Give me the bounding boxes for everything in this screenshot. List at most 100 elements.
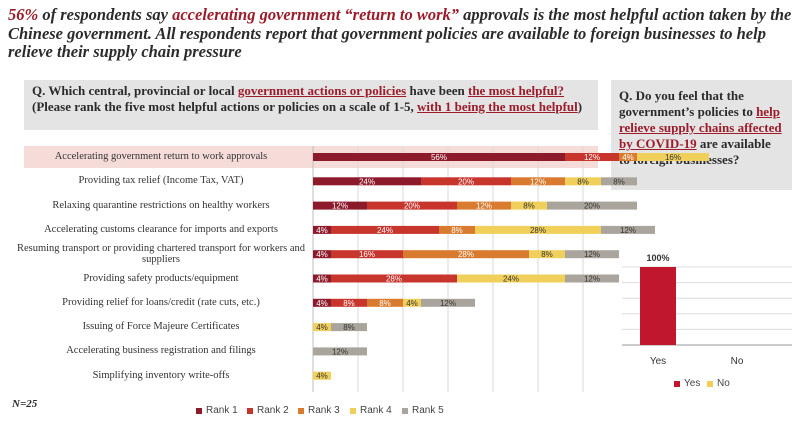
category-label: Providing safety products/equipment bbox=[83, 272, 239, 284]
ranking-question-end: ) bbox=[577, 99, 583, 114]
category-label: Accelerating customs clearance for impor… bbox=[44, 223, 278, 235]
bar-segment bbox=[313, 274, 331, 283]
legend-item: Rank 5 bbox=[402, 405, 444, 416]
headline-highlight: accelerating government “return to work” bbox=[172, 5, 460, 24]
data-label: 12% bbox=[530, 177, 546, 186]
data-label: 4% bbox=[316, 250, 328, 259]
category-label: Accelerating business registration and f… bbox=[66, 345, 256, 357]
bar-segment bbox=[313, 298, 331, 307]
headline-stat: 56% bbox=[8, 5, 39, 24]
bar-segment bbox=[529, 250, 565, 259]
legend-label: Rank 4 bbox=[360, 405, 392, 416]
bar-segment bbox=[367, 201, 457, 210]
data-label: 8% bbox=[451, 226, 463, 235]
availability-question-highlight: help relieve supply chains affected by C… bbox=[619, 104, 782, 151]
data-label: 24% bbox=[377, 226, 393, 235]
category-label: Providing relief for loans/credit (rate … bbox=[62, 296, 260, 308]
ranking-question-highlight-3: with 1 being the most helpful bbox=[417, 99, 578, 114]
headline: 56% of respondents say accelerating gove… bbox=[8, 5, 792, 62]
data-label: 4% bbox=[316, 275, 328, 284]
bar-segment bbox=[511, 177, 565, 186]
data-label: 4% bbox=[622, 153, 634, 162]
legend-label: No bbox=[717, 378, 730, 389]
data-label: 12% bbox=[584, 250, 600, 259]
bar-segment bbox=[457, 274, 565, 283]
bar-segment bbox=[421, 177, 511, 186]
legend-label: Rank 2 bbox=[257, 405, 289, 416]
headline-text-b: approvals is the most helpful action tak… bbox=[8, 5, 792, 61]
ranking-question-highlight-1: government actions or policies bbox=[237, 83, 407, 98]
ranking-question-suffix: (Please rank the five most helpful actio… bbox=[32, 99, 418, 114]
data-label: 8% bbox=[343, 323, 355, 332]
bar-segment bbox=[313, 250, 331, 259]
bar-segment bbox=[547, 201, 637, 210]
ranking-question-highlight-2: the most helpful? bbox=[467, 83, 565, 98]
bar-segment bbox=[565, 250, 619, 259]
ranking-question-prefix: Q. Which central, provincial or local bbox=[32, 83, 238, 98]
data-label: 20% bbox=[584, 202, 600, 211]
bar-segment bbox=[313, 177, 421, 186]
data-label: 4% bbox=[316, 372, 328, 381]
data-label: 28% bbox=[386, 275, 402, 284]
data-label: 4% bbox=[406, 299, 418, 308]
category-label: Issuing of Force Majeure Certificates bbox=[82, 321, 240, 333]
data-label: 16% bbox=[665, 153, 681, 162]
bar-segment bbox=[601, 225, 655, 234]
bar-segment bbox=[313, 153, 565, 161]
bar-segment bbox=[313, 201, 367, 210]
legend-label: Rank 1 bbox=[206, 405, 238, 416]
data-label: 4% bbox=[316, 323, 328, 332]
data-label: 20% bbox=[458, 177, 474, 186]
bar-segment bbox=[331, 274, 457, 283]
bar-segment bbox=[331, 225, 439, 234]
data-label: 8% bbox=[343, 299, 355, 308]
data-label: 56% bbox=[431, 153, 447, 162]
bar-segment bbox=[313, 371, 331, 380]
data-label: 12% bbox=[584, 153, 600, 162]
data-label: 4% bbox=[316, 299, 328, 308]
legend-swatch bbox=[402, 407, 408, 414]
legend-swatch bbox=[350, 407, 356, 414]
legend-label: Yes bbox=[684, 378, 701, 389]
data-label: 12% bbox=[440, 299, 456, 308]
category-label: Resuming transport or providing chartere… bbox=[16, 243, 306, 266]
legend-item: Rank 1 bbox=[196, 405, 238, 416]
availability-question: Q. Do you feel that the government’s pol… bbox=[611, 80, 792, 190]
bar-segment bbox=[403, 250, 529, 259]
bar-segment bbox=[331, 250, 403, 259]
bar-segment bbox=[601, 177, 637, 186]
bar-segment bbox=[565, 177, 601, 186]
bar-segment bbox=[421, 298, 475, 307]
data-label: 20% bbox=[404, 202, 420, 211]
data-label: 12% bbox=[332, 202, 348, 211]
legend-swatch bbox=[196, 407, 202, 414]
legend-item: Rank 4 bbox=[350, 405, 392, 416]
bar-segment bbox=[313, 225, 331, 234]
bar-segment bbox=[511, 201, 547, 210]
bar-segment bbox=[367, 298, 403, 307]
data-label: 8% bbox=[523, 202, 535, 211]
tick-label: Yes bbox=[650, 356, 666, 367]
legend-swatch bbox=[298, 407, 304, 414]
legend-item: No bbox=[707, 378, 730, 389]
bar-segment bbox=[331, 323, 367, 332]
bar-segment bbox=[619, 153, 637, 161]
bar-segment bbox=[637, 153, 709, 161]
data-label: 8% bbox=[379, 299, 391, 308]
bar-segment bbox=[331, 298, 367, 307]
category-label: Relaxing quarantine restrictions on heal… bbox=[52, 199, 270, 211]
data-label: 24% bbox=[503, 275, 519, 284]
data-label: 12% bbox=[476, 202, 492, 211]
legend-label: Rank 5 bbox=[412, 405, 444, 416]
top-row-highlight bbox=[24, 146, 598, 168]
category-label: Simplifying inventory write-offs bbox=[92, 369, 230, 381]
bar bbox=[640, 267, 676, 345]
bar-segment bbox=[439, 225, 475, 234]
tick-label: No bbox=[731, 356, 744, 367]
data-label: 8% bbox=[613, 177, 625, 186]
legend-item: Rank 2 bbox=[247, 405, 289, 416]
bar-segment bbox=[565, 274, 619, 283]
data-label: 28% bbox=[458, 250, 474, 259]
